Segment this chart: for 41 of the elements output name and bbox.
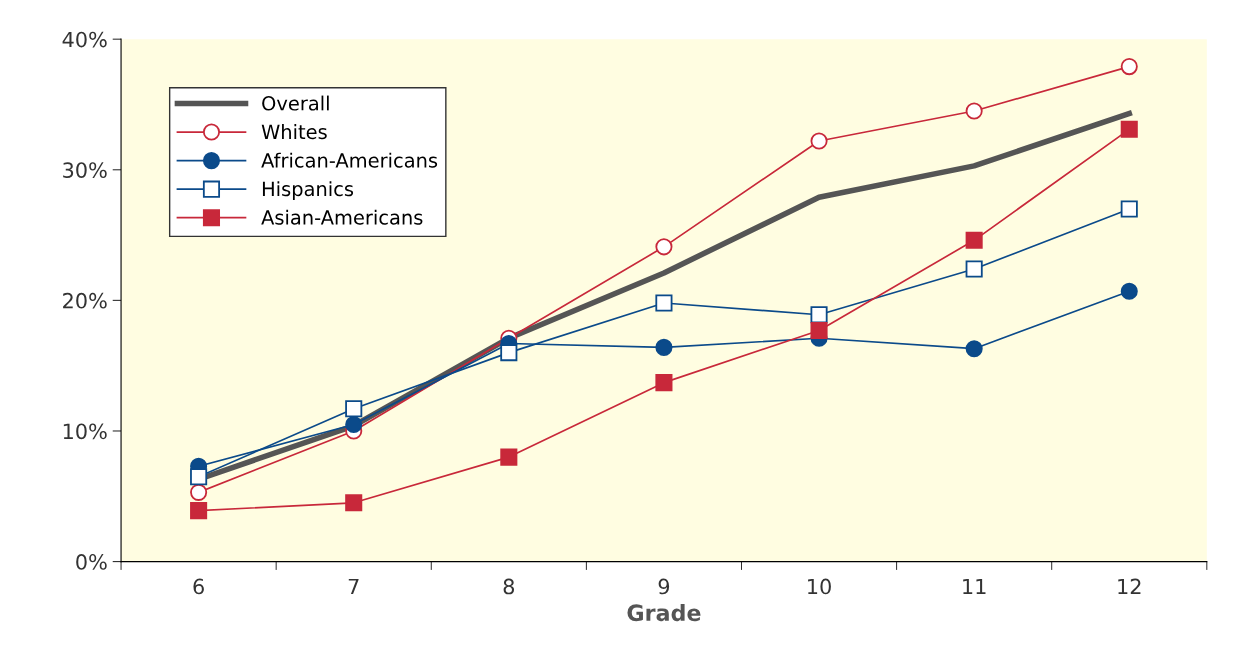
x-tick-label: 6	[193, 578, 204, 595]
legend-label: Whites	[261, 124, 327, 140]
x-tick-label: 9	[658, 578, 670, 595]
point	[345, 494, 363, 512]
y-tick-label: 0%	[76, 554, 107, 570]
x-tick-label: 7	[348, 578, 359, 595]
y-tick-label: 10%	[63, 423, 107, 440]
legend-label: African-Americans	[261, 152, 438, 168]
point	[655, 294, 673, 312]
y-tick-label: 40%	[62, 31, 107, 48]
point	[1120, 58, 1138, 76]
point	[965, 231, 983, 249]
point	[655, 338, 673, 356]
point	[655, 374, 673, 392]
point	[190, 468, 208, 486]
y-tick-label: 30%	[63, 162, 107, 178]
point	[1120, 282, 1138, 300]
point	[965, 340, 983, 358]
x-tick-label: 12	[1118, 578, 1141, 595]
point	[190, 483, 208, 501]
point	[345, 415, 363, 433]
legend-label: Overall	[262, 95, 329, 111]
y-tick-label: 20%	[63, 292, 107, 309]
point	[345, 400, 363, 418]
x-tick-label: 11	[963, 578, 986, 595]
point	[190, 502, 208, 520]
x-tick-label: 10	[808, 578, 831, 595]
point	[810, 321, 828, 339]
point	[1120, 120, 1138, 138]
x-tick-label: 8	[503, 578, 515, 595]
point	[1120, 200, 1138, 218]
point	[810, 306, 828, 324]
legend-label: Hispanics	[262, 181, 354, 201]
point	[810, 132, 828, 150]
point	[500, 448, 518, 466]
point	[965, 260, 983, 278]
legend-label: Asian-Americans	[261, 209, 423, 225]
point	[965, 102, 983, 120]
x-axis-title: Grade	[627, 603, 701, 622]
point	[655, 238, 673, 256]
point	[500, 344, 518, 362]
